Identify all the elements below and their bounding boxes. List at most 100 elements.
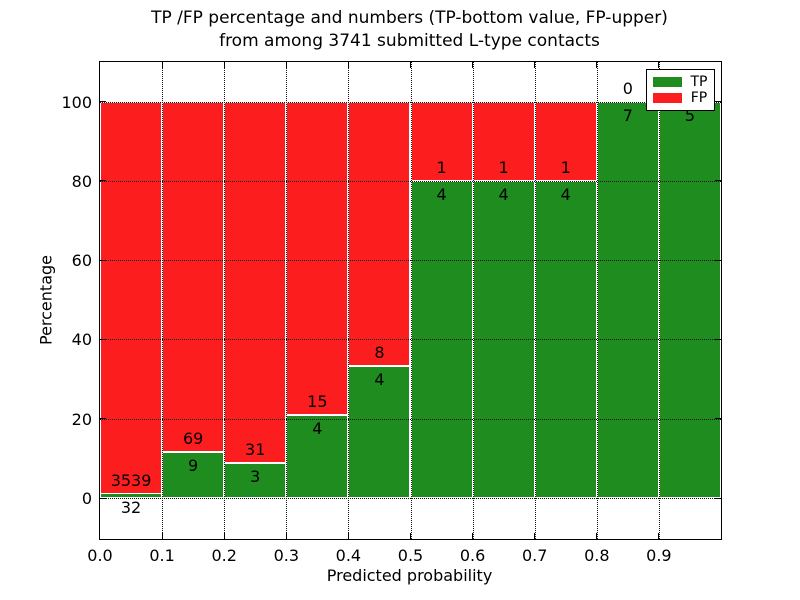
y-tick-label: 60 <box>71 251 92 271</box>
x-tick-mark <box>472 533 474 539</box>
y-tick-label: 40 <box>71 330 92 350</box>
vertical-gridline <box>286 62 288 539</box>
tp-count-label: 4 <box>436 184 447 204</box>
tp-count-label: 4 <box>560 184 571 204</box>
horizontal-gridline <box>100 260 721 262</box>
y-tick-mark <box>100 259 106 261</box>
x-tick-mark <box>223 62 225 68</box>
chart-title-line2: from among 3741 submitted L-type contact… <box>219 31 600 51</box>
vertical-gridline <box>658 62 660 539</box>
horizontal-gridline <box>100 339 721 341</box>
tp-legend-label: TP <box>690 74 708 90</box>
x-tick-mark <box>347 62 349 68</box>
legend-row-tp: TP <box>653 74 708 90</box>
x-tick-mark <box>161 62 163 68</box>
y-tick-mark <box>715 418 721 420</box>
x-tick-label: 0.6 <box>459 546 486 565</box>
tp-count-label: 32 <box>120 498 142 518</box>
y-tick-mark <box>100 180 106 182</box>
fp-count-label: 15 <box>307 391 328 411</box>
y-tick-mark <box>715 180 721 182</box>
vertical-gridline <box>162 62 164 539</box>
tp-count-label: 4 <box>498 184 509 204</box>
tp-count-label: 5 <box>684 105 696 125</box>
x-tick-mark <box>161 533 163 539</box>
x-tick-mark <box>347 533 349 539</box>
y-tick-label: 80 <box>71 171 92 191</box>
y-tick-mark <box>715 259 721 261</box>
fp-bar-segment <box>224 101 287 464</box>
x-tick-mark <box>410 62 411 68</box>
fp-count-label: 0 <box>622 78 633 98</box>
plot-area: 0.0 0.1 0.2 0.3 0.4 0.5 0.6 0.7 0.8 0.9 0 20 40 60 80 1… <box>61 61 722 565</box>
fp-bar-segment <box>162 101 225 453</box>
horizontal-gridline <box>100 498 721 499</box>
vertical-gridline <box>224 62 226 539</box>
y-tick-label: 20 <box>71 409 92 429</box>
tp-bar-segment <box>596 101 659 498</box>
vertical-gridline <box>348 62 350 539</box>
x-tick-label: 0.7 <box>521 546 548 565</box>
x-tick-label: 0.8 <box>584 546 610 565</box>
legend: TP FP <box>646 69 715 111</box>
fp-legend-label: FP <box>690 90 708 106</box>
y-axis-label: Percentage <box>36 254 56 346</box>
x-tick-mark <box>658 533 660 539</box>
vertical-gridline <box>472 62 474 539</box>
fp-bar-segment <box>100 101 163 495</box>
y-tick-mark <box>715 101 721 103</box>
x-tick-mark <box>658 62 660 68</box>
y-tick-label: 0 <box>81 489 92 508</box>
fp-count-label: 31 <box>245 440 266 460</box>
x-tick-label: 0.4 <box>335 546 362 565</box>
fp-bar-segment <box>348 101 411 366</box>
x-tick-mark <box>223 533 225 539</box>
tp-legend-swatch <box>653 77 682 87</box>
fp-bar-segment <box>286 101 349 415</box>
x-tick-label: 0.1 <box>149 546 175 565</box>
vertical-gridline <box>410 62 412 539</box>
fp-count-label: 8 <box>374 342 385 362</box>
horizontal-gridline <box>100 418 721 420</box>
tp-count-label: 9 <box>188 456 199 476</box>
horizontal-gridline <box>100 101 721 103</box>
fp-count-label: 1 <box>436 157 447 177</box>
y-tick-mark <box>100 101 106 103</box>
vertical-gridline <box>596 62 598 539</box>
y-tick-label: 100 <box>61 92 92 112</box>
fp-count-label: 3539 <box>110 471 152 491</box>
x-tick-label: 0.0 <box>87 546 113 565</box>
fp-bar-segment <box>410 101 473 181</box>
x-tick-label: 0.9 <box>646 546 672 565</box>
x-tick-label: 0.3 <box>273 546 300 565</box>
vertical-gridline <box>534 62 536 539</box>
tp-count-label: 7 <box>622 105 633 125</box>
y-tick-mark <box>715 338 721 340</box>
x-tick-mark <box>596 62 598 68</box>
y-tick-mark <box>100 497 106 499</box>
y-tick-mark <box>100 338 106 340</box>
fp-count-label: 1 <box>560 157 571 177</box>
tp-count-label: 4 <box>374 369 385 389</box>
x-tick-mark <box>472 62 474 68</box>
tp-count-label: 3 <box>250 467 261 487</box>
x-tick-mark <box>534 533 536 539</box>
fp-count-label: 1 <box>498 157 509 177</box>
tp-bar-segment <box>658 101 721 498</box>
x-tick-mark <box>285 533 287 539</box>
chart-title-line1: TP /FP percentage and numbers (TP-bottom… <box>151 8 668 28</box>
x-tick-mark <box>596 533 598 539</box>
tp-count-label: 4 <box>312 418 323 438</box>
x-tick-label: 0.5 <box>397 546 424 565</box>
y-tick-mark <box>715 497 721 499</box>
x-tick-mark <box>410 533 411 539</box>
tp-bar-segment <box>224 463 287 498</box>
y-tick-mark <box>100 418 106 420</box>
x-tick-mark <box>534 62 536 68</box>
legend-row-fp: FP <box>653 90 708 106</box>
fp-legend-swatch <box>653 93 682 103</box>
x-tick-mark <box>285 62 287 68</box>
fp-bar-segment <box>534 101 597 181</box>
tp-bar-segment <box>348 365 411 498</box>
